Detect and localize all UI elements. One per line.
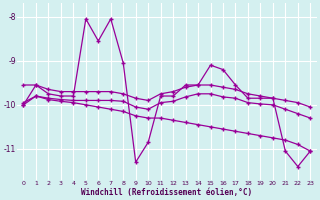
X-axis label: Windchill (Refroidissement éolien,°C): Windchill (Refroidissement éolien,°C) (81, 188, 252, 197)
